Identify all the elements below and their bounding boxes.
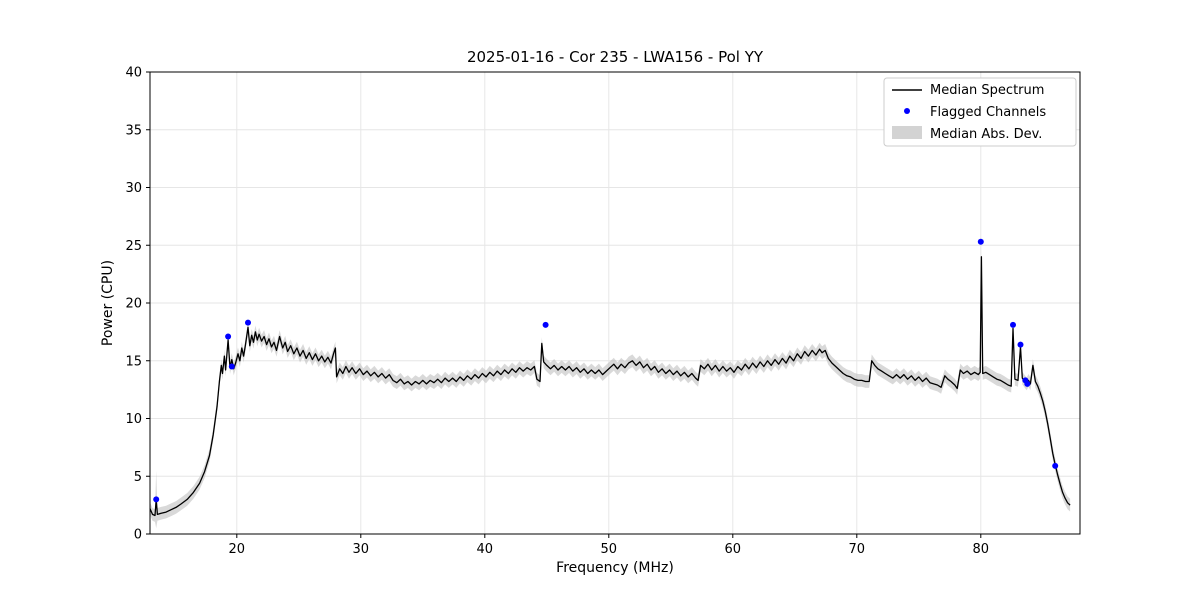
flagged-channel-point [245,319,251,326]
flagged-channel-point [228,363,235,370]
y-tick-label: 0 [134,528,142,543]
x-axis-label: Frequency (MHz) [556,560,674,576]
flagged-channel-point [1010,321,1016,328]
y-tick-label: 35 [125,123,142,138]
tick-labels: 20 30 40 50 60 70 80 0 5 10 15 20 25 30 35 40 [125,66,989,558]
legend-box [883,77,1077,147]
legend-patch-sample [892,126,922,139]
median-spectrum-line [149,256,1071,517]
y-tick-label: 5 [134,470,142,485]
chart-title: 2025-01-16 - Cor 235 - LWA156 - Pol YY [467,48,764,66]
x-tick-label: 30 [353,542,370,557]
legend-label-flagged-channels: Flagged Channels [930,105,1046,120]
legend-label-median-abs-dev: Median Abs. Dev. [930,127,1042,142]
tick-marks [146,71,982,538]
x-tick-label: 50 [601,542,618,557]
flagged-channel-point [542,321,549,328]
y-tick-label: 15 [125,354,142,369]
flagged-channel-point [977,238,984,245]
y-tick-label: 30 [125,181,142,196]
flagged-channel-point [1024,380,1031,387]
flagged-channel-point [1017,341,1024,348]
x-tick-label: 80 [973,542,990,557]
y-tick-label: 25 [125,239,142,254]
x-tick-label: 70 [849,542,866,557]
flagged-channel-point [1052,462,1059,469]
y-tick-label: 40 [125,66,142,81]
flagged-channels [153,238,1059,503]
x-tick-label: 20 [229,542,246,557]
flagged-channel-point [153,496,160,503]
mad-band [150,250,1071,529]
x-tick-label: 40 [477,542,494,557]
y-tick-label: 10 [125,412,142,427]
legend-marker-sample [904,108,910,114]
flagged-channel-point [225,333,232,340]
y-tick-label: 20 [125,297,142,312]
y-axis-label: Power (CPU) [100,260,116,346]
x-tick-label: 60 [725,542,742,557]
legend: Median Spectrum Flagged Channels Median … [883,77,1077,147]
legend-label-median-spectrum: Median Spectrum [930,83,1044,98]
